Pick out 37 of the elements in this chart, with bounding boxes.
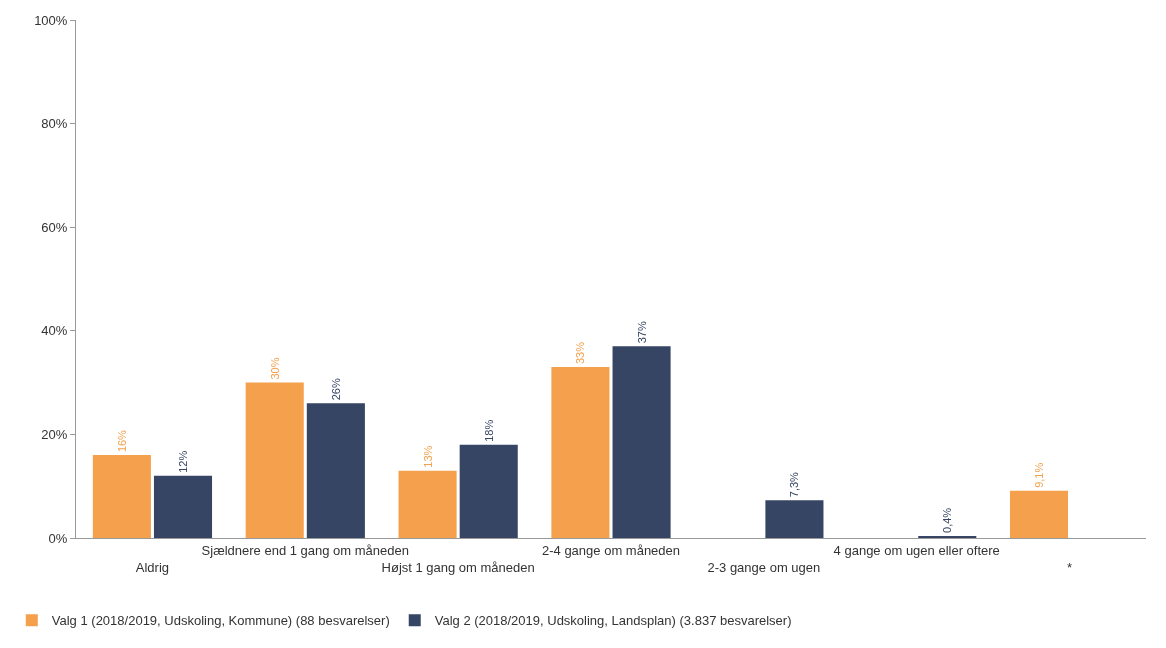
data-label: 30% <box>268 357 281 380</box>
data-label: 18% <box>482 419 495 442</box>
data-label: 7,3% <box>788 471 801 498</box>
y-tick-label: 60% <box>41 219 68 235</box>
data-label: 33% <box>574 341 587 365</box>
data-label: 9,1% <box>1033 462 1045 488</box>
y-tick-label: 20% <box>41 426 68 442</box>
bar <box>153 475 213 538</box>
bar <box>306 403 365 538</box>
x-tick-label: * <box>1067 559 1073 575</box>
x-tick-label: Højst 1 gang om måneden <box>381 559 535 575</box>
data-label: 26% <box>329 378 342 401</box>
x-tick-label: 2-4 gange om måneden <box>541 542 681 558</box>
x-tick-label: 4 gange om ugen eller oftere <box>833 542 1000 558</box>
data-label: 0,4% <box>941 507 954 533</box>
x-tick-label: 2-3 gange om ugen <box>707 559 821 575</box>
bar <box>398 470 457 538</box>
bar <box>765 500 824 538</box>
bar <box>245 382 304 538</box>
legend-label: Valg 1 (2018/2019, Udskoling, Kommune) (88 besvarelser) <box>51 613 390 629</box>
bar <box>459 444 518 538</box>
data-label: 12% <box>177 450 189 473</box>
y-tick-label: 100% <box>34 12 68 28</box>
data-label: 13% <box>421 445 434 468</box>
legend-label: Valg 2 (2018/2019, Udskoling, Landsplan) (3.837 besvarelser) <box>434 613 792 629</box>
bar <box>1009 490 1069 538</box>
bar <box>551 367 610 538</box>
bar <box>918 535 977 538</box>
y-tick-label: 0% <box>48 530 68 546</box>
bar <box>92 455 151 538</box>
x-tick-label: Sjældnere end 1 gang om måneden <box>201 542 410 558</box>
data-label: 16% <box>115 429 128 453</box>
x-tick-label: Aldrig <box>135 559 170 575</box>
bar <box>612 346 671 538</box>
y-tick-label: 40% <box>41 323 68 339</box>
y-tick-label: 80% <box>41 116 68 132</box>
data-label: 37% <box>635 321 648 344</box>
